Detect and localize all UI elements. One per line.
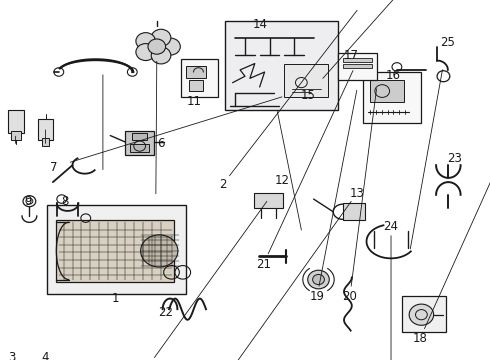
Text: 2: 2 — [219, 178, 227, 191]
Text: 18: 18 — [413, 332, 427, 345]
Text: 9: 9 — [24, 195, 32, 208]
Bar — [284, 63, 328, 98]
Bar — [125, 131, 154, 154]
Text: 14: 14 — [252, 18, 267, 31]
Circle shape — [409, 304, 434, 325]
Circle shape — [151, 29, 171, 46]
Text: 1: 1 — [111, 292, 119, 305]
Text: 11: 11 — [187, 95, 201, 108]
Bar — [370, 81, 404, 102]
Bar — [343, 58, 372, 62]
Bar — [189, 81, 203, 91]
Bar — [56, 220, 174, 282]
Text: 23: 23 — [447, 152, 462, 165]
Bar — [363, 72, 421, 123]
Circle shape — [161, 38, 180, 55]
Text: 3: 3 — [8, 351, 16, 360]
Text: 21: 21 — [256, 258, 270, 271]
Bar — [47, 206, 186, 294]
Bar — [132, 134, 147, 140]
Text: 19: 19 — [310, 290, 324, 303]
Text: 16: 16 — [386, 69, 400, 82]
Text: 13: 13 — [349, 187, 364, 200]
Text: 8: 8 — [61, 195, 69, 208]
Text: 15: 15 — [300, 89, 315, 102]
Circle shape — [141, 235, 178, 267]
Text: 7: 7 — [50, 161, 58, 174]
Text: 20: 20 — [343, 290, 357, 303]
Text: 12: 12 — [275, 174, 290, 186]
Text: 25: 25 — [440, 36, 455, 49]
Bar — [181, 59, 218, 98]
Bar — [8, 110, 24, 134]
Circle shape — [148, 39, 166, 54]
Bar — [11, 131, 21, 140]
Bar — [343, 203, 365, 220]
Bar — [186, 66, 206, 78]
Text: 24: 24 — [384, 220, 398, 233]
Bar — [343, 63, 372, 68]
Bar — [254, 193, 283, 207]
Bar — [130, 144, 149, 153]
Circle shape — [151, 47, 171, 64]
Circle shape — [313, 274, 324, 285]
Bar — [225, 21, 338, 110]
Circle shape — [308, 270, 329, 289]
Text: 17: 17 — [343, 49, 358, 62]
Bar — [338, 53, 377, 81]
Circle shape — [136, 33, 155, 50]
Bar — [402, 297, 446, 333]
Bar — [38, 118, 53, 140]
Text: 22: 22 — [158, 306, 173, 319]
Text: 6: 6 — [157, 138, 165, 150]
Bar — [42, 139, 49, 146]
Circle shape — [136, 44, 155, 60]
Text: 4: 4 — [41, 351, 49, 360]
